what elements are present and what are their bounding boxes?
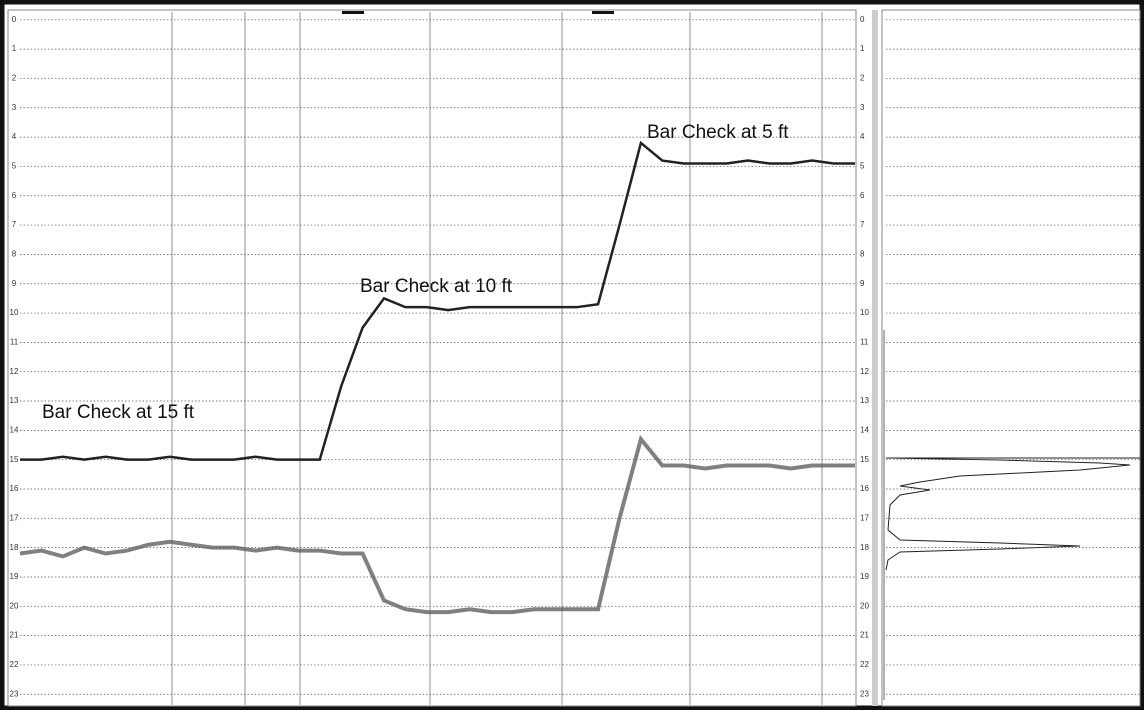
y-tick-label: 9 [12,279,17,288]
y-tick-label: 2 [12,74,17,83]
y-tick-label: 20 [10,601,19,610]
trace [19,434,855,615]
y-tick-label: 23 [860,689,869,698]
y-tick-label: 18 [860,543,869,552]
y-tick-label: 13 [860,396,869,405]
y-tick-label: 15 [10,455,19,464]
annotation: Bar Check at 10 ft [360,276,513,297]
y-tick-label: 3 [12,103,17,112]
marker [342,11,364,14]
y-tick-label: 11 [10,337,19,346]
y-tick-label: 21 [10,631,19,640]
trace [20,140,855,461]
y-tick-label: 17 [10,513,19,522]
y-tick-label: 19 [860,572,869,581]
y-tick-label: 14 [10,425,19,434]
y-tick-label: 8 [860,250,865,259]
vertical-grid [171,12,823,705]
y-tick-label: 8 [12,250,17,259]
y-tick-label: 7 [860,220,865,229]
y-tick-label: 4 [860,132,865,141]
y-tick-label: 16 [860,484,869,493]
y-tick-label: 12 [860,367,869,376]
y-tick-label: 16 [10,484,19,493]
amplitude-profile [885,457,1140,571]
annotation: Bar Check at 5 ft [647,122,789,143]
y-tick-label: 1 [860,44,865,53]
y-tick-label: 10 [10,308,19,317]
y-tick-label: 14 [860,425,869,434]
y-tick-label: 5 [860,162,865,171]
divider [872,10,878,706]
y-tick-label: 11 [860,337,869,346]
y-tick-label: 20 [860,601,869,610]
y-tick-label: 1 [12,44,17,53]
left-panel [7,9,857,707]
y-tick-label: 4 [12,132,17,141]
y-tick-label: 0 [860,15,865,24]
y-tick-label: 18 [10,543,19,552]
right-panel [881,9,1141,707]
y-tick-label: 13 [10,396,19,405]
y-tick-label: 6 [860,191,865,200]
y-tick-label: 22 [860,660,869,669]
y-tick-label: 7 [12,220,17,229]
y-tick-label: 23 [10,689,19,698]
y-tick-label: 9 [860,279,865,288]
y-tick-label: 10 [860,308,869,317]
marker [592,11,614,14]
y-tick-label: 0 [12,15,17,24]
y-tick-label: 15 [860,455,869,464]
y-tick-label: 6 [12,191,17,200]
annotation: Bar Check at 15 ft [42,402,195,423]
y-tick-label: 2 [860,74,865,83]
y-tick-label: 12 [10,367,19,376]
y-tick-label: 17 [860,513,869,522]
y-tick-label: 5 [12,162,17,171]
y-tick-label: 19 [10,572,19,581]
y-tick-label: 3 [860,103,865,112]
y-tick-label: 21 [860,631,869,640]
y-tick-label: 22 [10,660,19,669]
